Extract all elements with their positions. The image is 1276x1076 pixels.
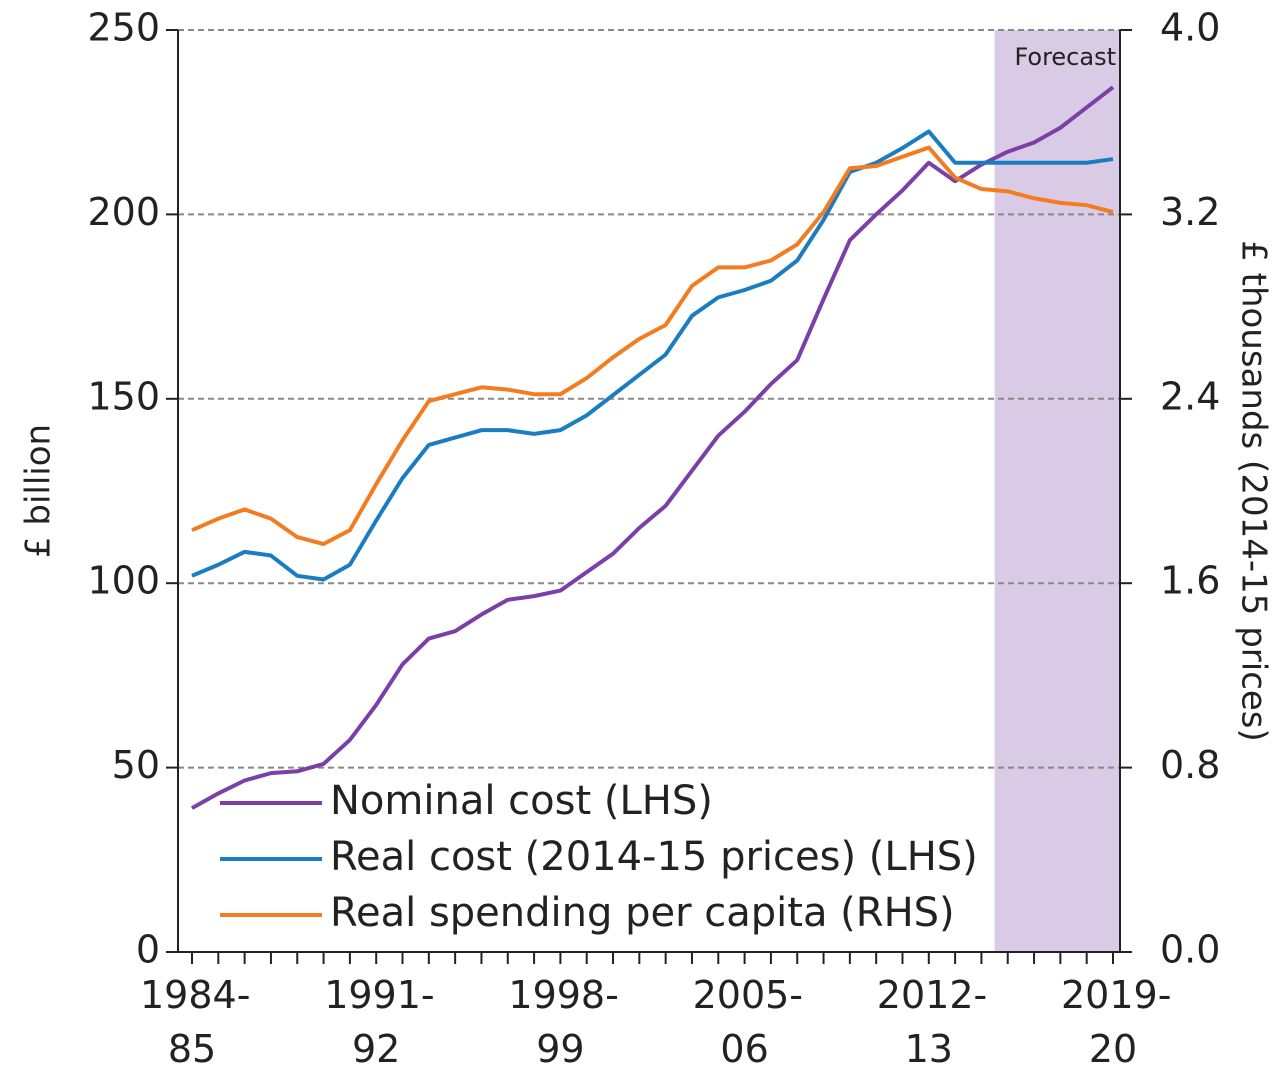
y2-tick-label: 4.0 [1160, 6, 1220, 50]
x-tick-label: 1991-92 [324, 973, 435, 1071]
y2-tick-label: 0.8 [1160, 743, 1220, 787]
legend-label: Real spending per capita (RHS) [330, 890, 955, 936]
y-tick-label: 200 [87, 190, 160, 234]
x-tick-label: 2012-13 [876, 973, 988, 1071]
y2-tick-label: 3.2 [1160, 190, 1220, 234]
legend-label: Real cost (2014-15 prices) (LHS) [330, 834, 978, 880]
y2-tick-label: 1.6 [1160, 559, 1220, 603]
forecast-shade [994, 30, 1120, 952]
y-tick-label: 100 [87, 559, 160, 603]
series-line [191, 129, 1114, 582]
y-tick-label: 50 [112, 743, 160, 787]
x-tick-label: 2019-20 [1061, 973, 1172, 1071]
y2-tick-label: 2.4 [1160, 374, 1220, 418]
y-tick-label: 250 [87, 6, 160, 50]
y-tick-label: 150 [87, 374, 160, 418]
y2-tick-label: 0.0 [1160, 928, 1220, 972]
x-tick-label: 1998-99 [508, 973, 619, 1071]
x-tick-label: 2005-06 [692, 973, 804, 1071]
forecast-label: Forecast [1014, 43, 1116, 71]
x-tick-label: 1984-85 [140, 973, 251, 1071]
legend-label: Nominal cost (LHS) [330, 778, 713, 824]
y2-axis-label: £ thousands (2014-15 prices) [1234, 240, 1274, 742]
y-axis-label: £ billion [19, 424, 59, 558]
series-line [191, 85, 1115, 810]
series-line [191, 145, 1114, 547]
y-tick-label: 0 [136, 928, 160, 972]
